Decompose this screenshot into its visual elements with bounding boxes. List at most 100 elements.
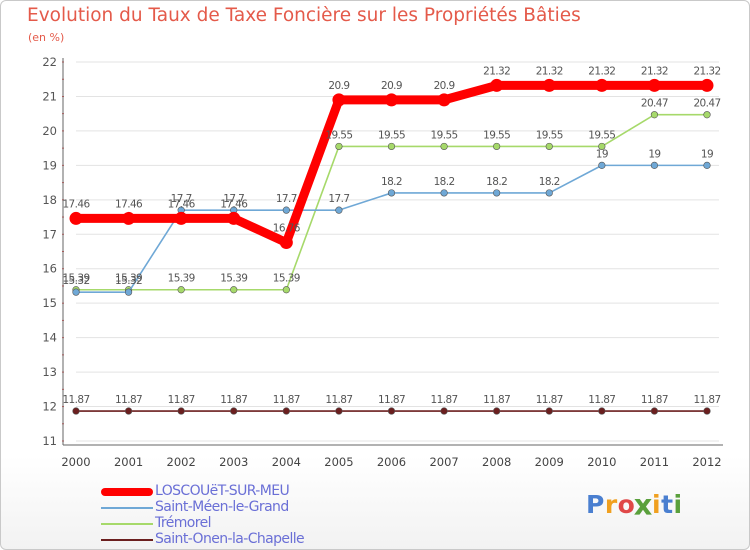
data-point: [335, 407, 343, 415]
x-tick-label: 2005: [324, 455, 353, 469]
x-tick-label: 2004: [272, 455, 301, 469]
logo-letter: x: [634, 487, 654, 522]
data-label: 21.32: [588, 65, 615, 77]
data-label: 15.39: [273, 273, 300, 285]
y-tick-label: 17: [42, 227, 57, 241]
x-tick-label: 2010: [587, 455, 616, 469]
data-label: 19.55: [536, 129, 563, 141]
data-label: 11.87: [693, 394, 720, 406]
logo-letter: P: [586, 490, 605, 519]
logo-letter: o: [617, 490, 636, 519]
data-label: 11.87: [168, 394, 195, 406]
data-point: [385, 93, 398, 107]
data-label: 11.87: [62, 394, 89, 406]
data-point: [122, 211, 136, 225]
data-label: 11.87: [641, 394, 668, 406]
proxiti-logo: Proxiti: [586, 487, 683, 522]
chart-axes: 11 12 13 14 15 16 17 18 19 20 21 22 2000 2001 2002 2003…: [42, 55, 723, 469]
data-label: 15.39: [115, 273, 142, 285]
data-point: [69, 211, 83, 225]
data-label: 11.87: [378, 394, 405, 406]
chart-grid: [76, 61, 719, 442]
data-point: [72, 407, 80, 415]
data-point: [598, 407, 606, 415]
legend-swatch: [101, 507, 153, 509]
data-point: [282, 206, 290, 214]
data-label: 11.87: [115, 394, 142, 406]
data-point: [650, 161, 659, 169]
data-point: [174, 211, 188, 225]
data-label: 11.87: [536, 394, 563, 406]
data-label: 20.9: [381, 80, 402, 92]
data-point: [440, 142, 448, 151]
x-tick-label: 2011: [640, 455, 669, 469]
legend-label: Trémorel: [155, 515, 212, 531]
data-point: [595, 78, 609, 92]
data-label: 19.55: [325, 129, 352, 141]
data-point: [703, 161, 711, 169]
y-tick-label: 22: [42, 55, 57, 69]
legend-label: Saint-Onen-la-Chapelle: [155, 531, 305, 547]
data-point: [545, 142, 553, 151]
data-label: 17.46: [62, 198, 90, 210]
chart-series: [69, 78, 714, 415]
data-point: [227, 211, 241, 225]
data-label: 19.55: [483, 129, 510, 141]
data-point: [335, 206, 343, 214]
data-label: 18.2: [486, 176, 507, 188]
data-label: 11.87: [431, 394, 458, 406]
data-label: 17.46: [115, 198, 143, 210]
data-label: 17.7: [223, 193, 244, 205]
data-label: 15.32: [62, 275, 89, 287]
data-label: 11.87: [220, 394, 247, 406]
data-point: [493, 189, 501, 197]
data-point: [387, 142, 396, 151]
data-label: 17.7: [276, 193, 297, 205]
data-point: [230, 407, 238, 415]
data-point: [440, 407, 448, 415]
y-axis-unit-label: (en %): [28, 31, 65, 44]
logo-letter: i: [673, 490, 683, 519]
data-label: 11.87: [588, 394, 615, 406]
data-point: [335, 142, 343, 151]
data-point: [490, 78, 504, 92]
x-tick-label: 2003: [219, 455, 248, 469]
y-tick-label: 19: [42, 158, 57, 172]
data-label: 17.46: [220, 198, 248, 210]
y-tick-label: 16: [42, 262, 57, 276]
data-point: [387, 407, 396, 415]
data-label: 11.87: [483, 394, 510, 406]
legend-swatch: [101, 523, 153, 525]
data-point: [177, 286, 185, 294]
legend-label: LOSCOUëT-SUR-MEU: [155, 483, 290, 499]
logo-letter: r: [604, 490, 618, 519]
data-label: 19.55: [431, 129, 458, 141]
data-point: [542, 78, 556, 92]
logo-letter: i: [652, 490, 662, 519]
data-point: [700, 78, 714, 92]
data-point: [545, 189, 553, 197]
data-label: 20.9: [328, 80, 349, 92]
data-point: [598, 161, 606, 169]
data-point: [279, 236, 293, 250]
data-label: 21.32: [641, 65, 668, 77]
data-point: [177, 407, 185, 415]
legend-label: Saint-Méen-le-Grand: [155, 499, 289, 515]
data-label: 19: [648, 148, 660, 160]
data-point: [650, 407, 659, 415]
data-label: 17.46: [168, 198, 196, 210]
y-tick-label: 11: [42, 434, 57, 448]
data-label: 21.32: [536, 65, 563, 77]
data-label: 17.7: [171, 193, 192, 205]
y-tick-label: 15: [42, 296, 57, 310]
data-label: 19.55: [378, 129, 405, 141]
y-tick-label: 21: [42, 89, 57, 103]
data-label: 19.55: [588, 129, 615, 141]
data-point: [332, 93, 346, 107]
data-point: [703, 407, 711, 415]
data-label: 21.32: [693, 65, 720, 77]
data-label: 16.76: [273, 223, 301, 235]
x-tick-label: 2009: [535, 455, 564, 469]
